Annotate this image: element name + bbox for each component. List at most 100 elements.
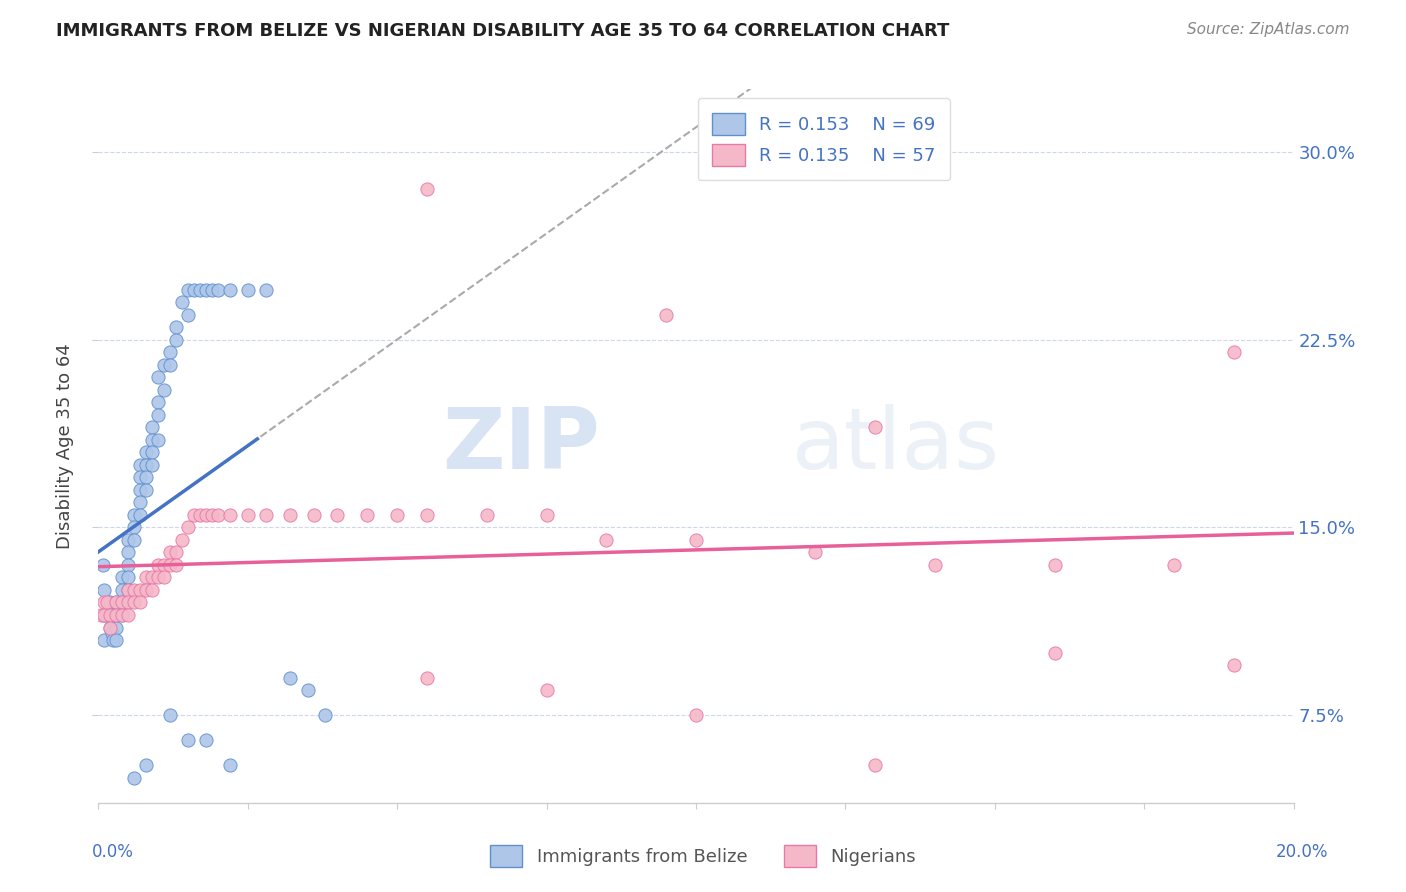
Point [111,570,134,584]
Point [93,607,115,622]
Point [105,595,128,609]
Point [177,733,200,747]
Point [90,607,112,622]
Point [326,508,349,522]
Point [159,345,181,359]
Y-axis label: Disability Age 35 to 64: Disability Age 35 to 64 [56,343,75,549]
Point [93,595,115,609]
Text: ZIP: ZIP [443,404,600,488]
Point [111,582,134,597]
Point [135,483,157,497]
Point [98,621,122,635]
Point [117,607,139,622]
Point [278,508,301,522]
Point [254,508,277,522]
Point [416,508,439,522]
Point [111,607,134,622]
Point [105,621,128,635]
Point [153,358,176,372]
Point [302,508,325,522]
Point [207,508,229,522]
Point [117,558,139,572]
Point [865,758,887,772]
Point [416,182,439,196]
Point [93,633,115,648]
Point [165,333,187,347]
Point [141,445,163,459]
Point [91,558,114,572]
Point [655,308,678,322]
Point [93,582,115,597]
Point [100,607,122,622]
Point [135,570,157,584]
Point [172,295,194,310]
Point [172,533,194,547]
Point [219,758,242,772]
Point [207,283,229,297]
Point [177,283,200,297]
Point [105,595,128,609]
Point [165,558,187,572]
Point [117,570,139,584]
Point [141,582,163,597]
Point [195,508,218,522]
Legend: R = 0.153    N = 69, R = 0.135    N = 57: R = 0.153 N = 69, R = 0.135 N = 57 [697,98,950,180]
Point [177,520,200,534]
Point [201,508,224,522]
Point [159,358,181,372]
Point [148,433,170,447]
Point [188,283,211,297]
Point [1043,646,1066,660]
Legend: Immigrants from Belize, Nigerians: Immigrants from Belize, Nigerians [482,838,924,874]
Point [219,508,242,522]
Point [100,625,122,640]
Point [595,533,617,547]
Point [129,458,152,472]
Point [236,283,259,297]
Point [236,508,259,522]
Point [117,545,139,559]
Point [195,283,218,297]
Point [129,483,152,497]
Point [129,495,152,509]
Point [148,395,170,409]
Point [98,607,122,622]
Point [103,633,125,648]
Point [159,558,181,572]
Point [117,582,139,597]
Point [135,758,157,772]
Point [105,633,128,648]
Point [475,508,498,522]
Point [153,558,176,572]
Point [111,595,134,609]
Point [1223,658,1246,673]
Point [98,621,122,635]
Point [141,458,163,472]
Point [124,533,146,547]
Point [685,533,707,547]
Point [183,283,205,297]
Text: Source: ZipAtlas.com: Source: ZipAtlas.com [1187,22,1350,37]
Point [117,582,139,597]
Point [153,383,176,397]
Point [201,283,224,297]
Point [254,283,277,297]
Point [111,607,134,622]
Point [159,708,181,723]
Point [1043,558,1066,572]
Point [165,320,187,334]
Point [117,595,139,609]
Point [183,508,205,522]
Point [141,570,163,584]
Point [117,533,139,547]
Point [129,508,152,522]
Point [536,508,558,522]
Point [105,607,128,622]
Point [924,558,946,572]
Point [129,582,152,597]
Text: IMMIGRANTS FROM BELIZE VS NIGERIAN DISABILITY AGE 35 TO 64 CORRELATION CHART: IMMIGRANTS FROM BELIZE VS NIGERIAN DISAB… [56,22,949,40]
Point [177,308,200,322]
Point [1223,345,1246,359]
Point [98,595,122,609]
Point [124,595,146,609]
